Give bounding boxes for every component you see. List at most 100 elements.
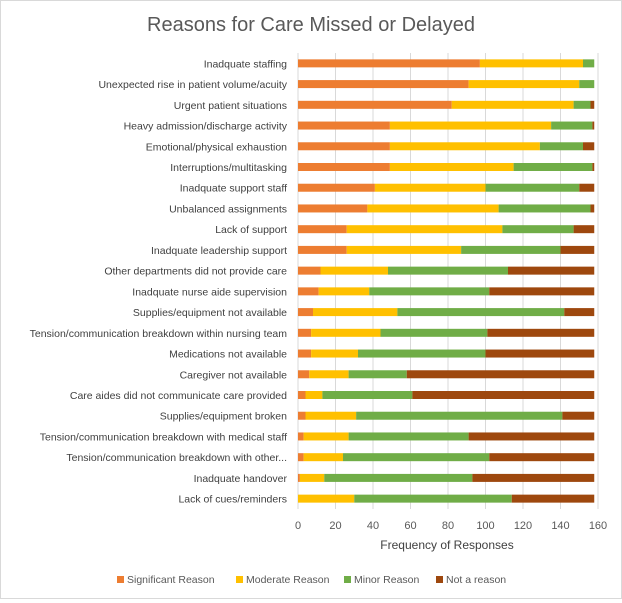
bar-segment [303, 432, 349, 441]
bar-segment [346, 225, 503, 234]
category-label: Inadquate handover [194, 473, 288, 485]
bar-segment [298, 328, 312, 337]
gridlines [297, 53, 599, 509]
category-label: Tension/communication breakdown with oth… [66, 452, 287, 464]
bar-segment [513, 163, 593, 171]
bar-segment [451, 100, 574, 109]
category-label: Unexpected rise in patient volume/acuity [98, 79, 287, 91]
bar-segment [472, 473, 595, 482]
category-label: Tension/communication breakdown within n… [30, 328, 288, 340]
bar-segment [592, 121, 595, 130]
bar-segment [468, 432, 595, 441]
legend-label: Moderate Reason [246, 574, 330, 586]
bar-segment [309, 370, 349, 379]
bar-segment [298, 370, 310, 379]
x-tick-label: 80 [442, 520, 454, 532]
category-label: Inadquate support staff [180, 183, 287, 195]
bar-segment [298, 432, 304, 441]
x-tick-label: 40 [367, 520, 379, 532]
category-label: Inadquate leadership support [151, 245, 287, 257]
category-label: Supplies/equipment broken [160, 411, 287, 423]
category-label: Heavy admission/discharge activity [124, 121, 288, 133]
x-tick-labels: 0 20 40 60 80 100 120 140 160 [295, 520, 607, 532]
bar-segment [298, 453, 304, 462]
bar-segment [573, 100, 591, 109]
bar-segment [354, 494, 512, 503]
bars [298, 59, 595, 503]
bar-segment [346, 245, 462, 254]
bar-segment [298, 59, 480, 68]
x-tick-label: 120 [514, 520, 532, 532]
x-axis-label: Frequency of Responses [380, 538, 513, 552]
bar-segment [511, 494, 595, 503]
bar-segment [374, 183, 486, 192]
bar-segment [369, 287, 490, 296]
bar-segment [298, 100, 452, 109]
bar-segment [389, 142, 540, 151]
bar-segment [590, 100, 595, 109]
bar-segment [298, 121, 390, 130]
legend-label: Significant Reason [127, 574, 215, 586]
category-label: Inadquate staffing [204, 58, 287, 70]
bar-segment [322, 391, 413, 399]
x-tick-label: 160 [589, 520, 607, 532]
category-label: Medications not available [169, 349, 287, 361]
legend-swatch [236, 576, 243, 583]
bar-segment [592, 163, 595, 171]
bar-segment [461, 245, 561, 254]
category-label: Tension/communication breakdown with med… [40, 431, 287, 443]
category-label: Urgent patient situations [174, 100, 287, 112]
bar-segment [560, 245, 595, 254]
category-label: Care aides did not communicate care prov… [70, 390, 287, 402]
bar-segment [298, 473, 300, 482]
bar-segment [551, 121, 593, 130]
bar-segment [348, 370, 407, 379]
x-tick-label: 100 [476, 520, 494, 532]
bar-segment [583, 142, 595, 151]
category-label: Unbalanced assignments [169, 203, 287, 215]
bar-segment [389, 163, 514, 171]
legend-label: Minor Reason [354, 574, 420, 586]
bar-segment [298, 225, 347, 234]
x-tick-label: 60 [404, 520, 416, 532]
legend-swatch [117, 576, 124, 583]
bar-segment [367, 204, 499, 213]
bar-segment [313, 308, 398, 317]
chart-title: Reasons for Care Missed or Delayed [147, 14, 475, 36]
bar-segment [485, 183, 580, 192]
bar-segment [320, 266, 388, 275]
bar-segment [502, 225, 574, 234]
bar-segment [311, 349, 358, 358]
bar-segment [298, 183, 375, 192]
bar-segment [299, 473, 325, 482]
bar-segment [298, 411, 306, 420]
bar-segment [343, 453, 490, 462]
bar-segment [468, 80, 580, 89]
bar-segment [298, 204, 368, 213]
bar-segment [489, 287, 595, 296]
bar-segment [298, 266, 321, 275]
category-label: Other departments did not provide care [104, 266, 287, 278]
bar-segment [303, 453, 343, 462]
bar-segment [298, 308, 313, 317]
category-labels: Inadquate staffing Unexpected rise in pat… [30, 58, 288, 505]
bar-segment [311, 328, 381, 337]
category-label: Supplies/equipment not available [133, 307, 287, 319]
bar-segment [389, 121, 552, 130]
bar-segment [573, 225, 595, 234]
bar-segment [579, 183, 595, 192]
bar-segment [324, 473, 473, 482]
legend: Significant Reason Moderate Reason Minor R… [117, 574, 506, 586]
category-label: Caregiver not available [180, 369, 288, 381]
bar-segment [564, 308, 595, 317]
legend-swatch [436, 576, 443, 583]
bar-segment [508, 266, 595, 275]
bar-segment [318, 287, 370, 296]
bar-segment [388, 266, 508, 275]
bar-segment [380, 328, 488, 337]
bar-segment [298, 142, 390, 151]
bar-segment [298, 287, 319, 296]
bar-segment [298, 494, 355, 503]
